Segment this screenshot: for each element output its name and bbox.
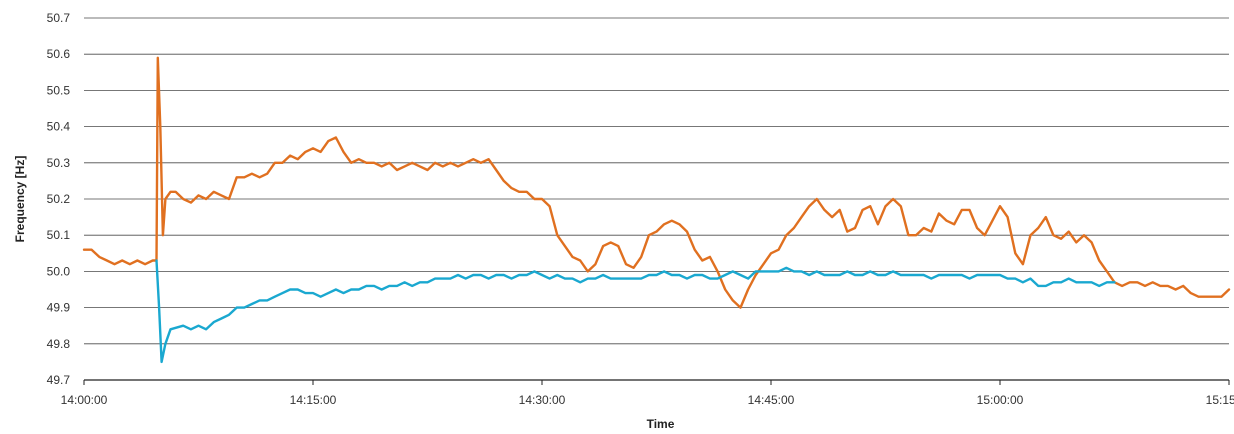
y-tick-label: 50.6 <box>47 47 71 61</box>
series-line-1 <box>155 259 1116 364</box>
x-tick-label: 14:30:00 <box>519 393 566 407</box>
x-tick-label: 14:45:00 <box>748 393 795 407</box>
y-tick-label: 50.2 <box>47 192 71 206</box>
y-tick-label: 50.7 <box>47 11 71 25</box>
series-lines <box>82 56 1231 364</box>
x-tick-label: 15:15:00 <box>1206 393 1234 407</box>
y-tick-label: 49.8 <box>47 337 71 351</box>
y-tick-label: 49.9 <box>47 301 71 315</box>
x-tick-label: 14:00:00 <box>61 393 108 407</box>
y-tick-label: 50.0 <box>47 264 71 278</box>
x-tick-label: 14:15:00 <box>290 393 337 407</box>
gridlines <box>84 17 1229 381</box>
y-axis-ticks: 49.7 49.8 49.9 50.0 50.1 50.2 50.3 50.4 50.5 50.6… <box>47 11 71 387</box>
y-axis-label: Frequency [Hz] <box>13 156 27 243</box>
y-tick-label: 50.5 <box>47 83 71 97</box>
x-tick-label: 15:00:00 <box>977 393 1024 407</box>
y-tick-label: 50.4 <box>47 120 71 134</box>
y-tick-label: 50.3 <box>47 156 71 170</box>
y-tick-label: 50.1 <box>47 228 71 242</box>
x-axis-ticks: 14:00:00 14:15:00 14:30:00 14:45:00 15:00:00… <box>61 380 1234 407</box>
y-tick-label: 49.7 <box>47 373 71 387</box>
series-line-0 <box>82 56 1231 309</box>
x-axis-label: Time <box>647 417 675 431</box>
